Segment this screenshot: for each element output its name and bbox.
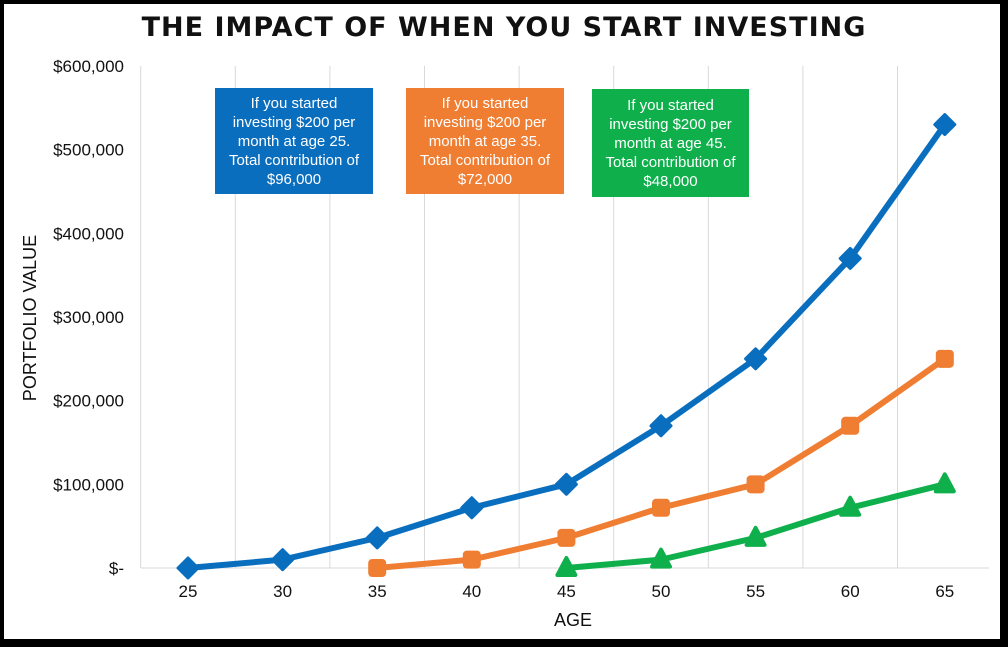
callout-line: $48,000 — [643, 172, 698, 190]
x-tick-label: 55 — [746, 582, 765, 601]
y-tick-label: $- — [109, 559, 124, 578]
y-tick-label: $100,000 — [53, 475, 124, 494]
data-point — [933, 113, 957, 137]
data-point — [652, 498, 670, 517]
data-point — [649, 414, 673, 438]
callout-line: month at age 45. — [614, 134, 727, 152]
y-tick-label: $600,000 — [53, 57, 124, 76]
x-tick-label: 45 — [557, 582, 576, 601]
data-point — [555, 556, 578, 577]
callout-box: If you started investing $200 per month at… — [215, 88, 373, 194]
callout-line: investing $200 per — [232, 113, 356, 131]
data-point — [839, 495, 862, 517]
series-line — [374, 355, 948, 571]
x-tick-label: 25 — [179, 582, 198, 601]
callout-line: If you started — [250, 94, 338, 112]
series-group — [176, 113, 957, 580]
data-point — [557, 528, 576, 547]
x-tick-label: 65 — [935, 582, 954, 601]
data-point — [744, 525, 767, 547]
data-point — [744, 347, 768, 371]
callout-line: investing $200 per — [609, 115, 732, 133]
data-point — [368, 559, 387, 577]
callout-line: Total contribution of — [605, 153, 736, 171]
y-tick-label: $400,000 — [53, 224, 124, 243]
callout-box: If you started investing $200 per month at… — [406, 88, 564, 194]
callout-line: Total contribution of — [419, 151, 551, 169]
series-2 — [368, 349, 954, 577]
y-tick-label: $300,000 — [53, 308, 124, 327]
x-tick-label: 30 — [273, 582, 292, 601]
x-tick-labels: 25 30 35 40 45 50 55 60 65 — [179, 582, 955, 601]
x-tick-label: 40 — [462, 582, 481, 601]
data-point — [554, 472, 578, 496]
data-point — [746, 475, 765, 494]
data-point — [271, 548, 295, 572]
callout-line: Total contribution of — [228, 151, 360, 169]
data-point — [650, 547, 672, 569]
chart-title: THE IMPACT OF WHEN YOU START INVESTING — [141, 12, 867, 43]
data-point — [462, 550, 481, 569]
callout-line: month at age 35. — [428, 132, 542, 150]
data-point — [460, 496, 484, 520]
callout-line: investing $200 per — [423, 113, 547, 131]
data-point — [838, 246, 862, 270]
callout-line: $72,000 — [457, 170, 513, 188]
data-point — [365, 526, 389, 550]
y-tick-label: $200,000 — [53, 392, 124, 411]
y-tick-label: $500,000 — [53, 141, 124, 160]
y-tick-labels: $- $100,000 $200,000 $300,000 $400,000 $500,0… — [53, 57, 124, 578]
x-tick-label: 35 — [368, 582, 387, 601]
x-axis-title: AGE — [554, 610, 592, 630]
data-point — [935, 349, 954, 368]
data-point — [176, 556, 200, 580]
data-point — [933, 472, 956, 494]
series-1 — [176, 113, 957, 580]
x-tick-label: 50 — [652, 582, 671, 601]
callout-line: month at age 25. — [237, 132, 351, 150]
callout-line: $96,000 — [266, 170, 322, 188]
callout-box: If you started investing $200 per month at… — [592, 89, 749, 197]
callout-line: If you started — [441, 94, 529, 112]
x-tick-label: 60 — [841, 582, 860, 601]
y-axis-title: PORTFOLIO VALUE — [20, 235, 40, 401]
data-point — [841, 416, 860, 435]
callout-line: If you started — [627, 96, 714, 114]
series-3 — [555, 472, 956, 577]
